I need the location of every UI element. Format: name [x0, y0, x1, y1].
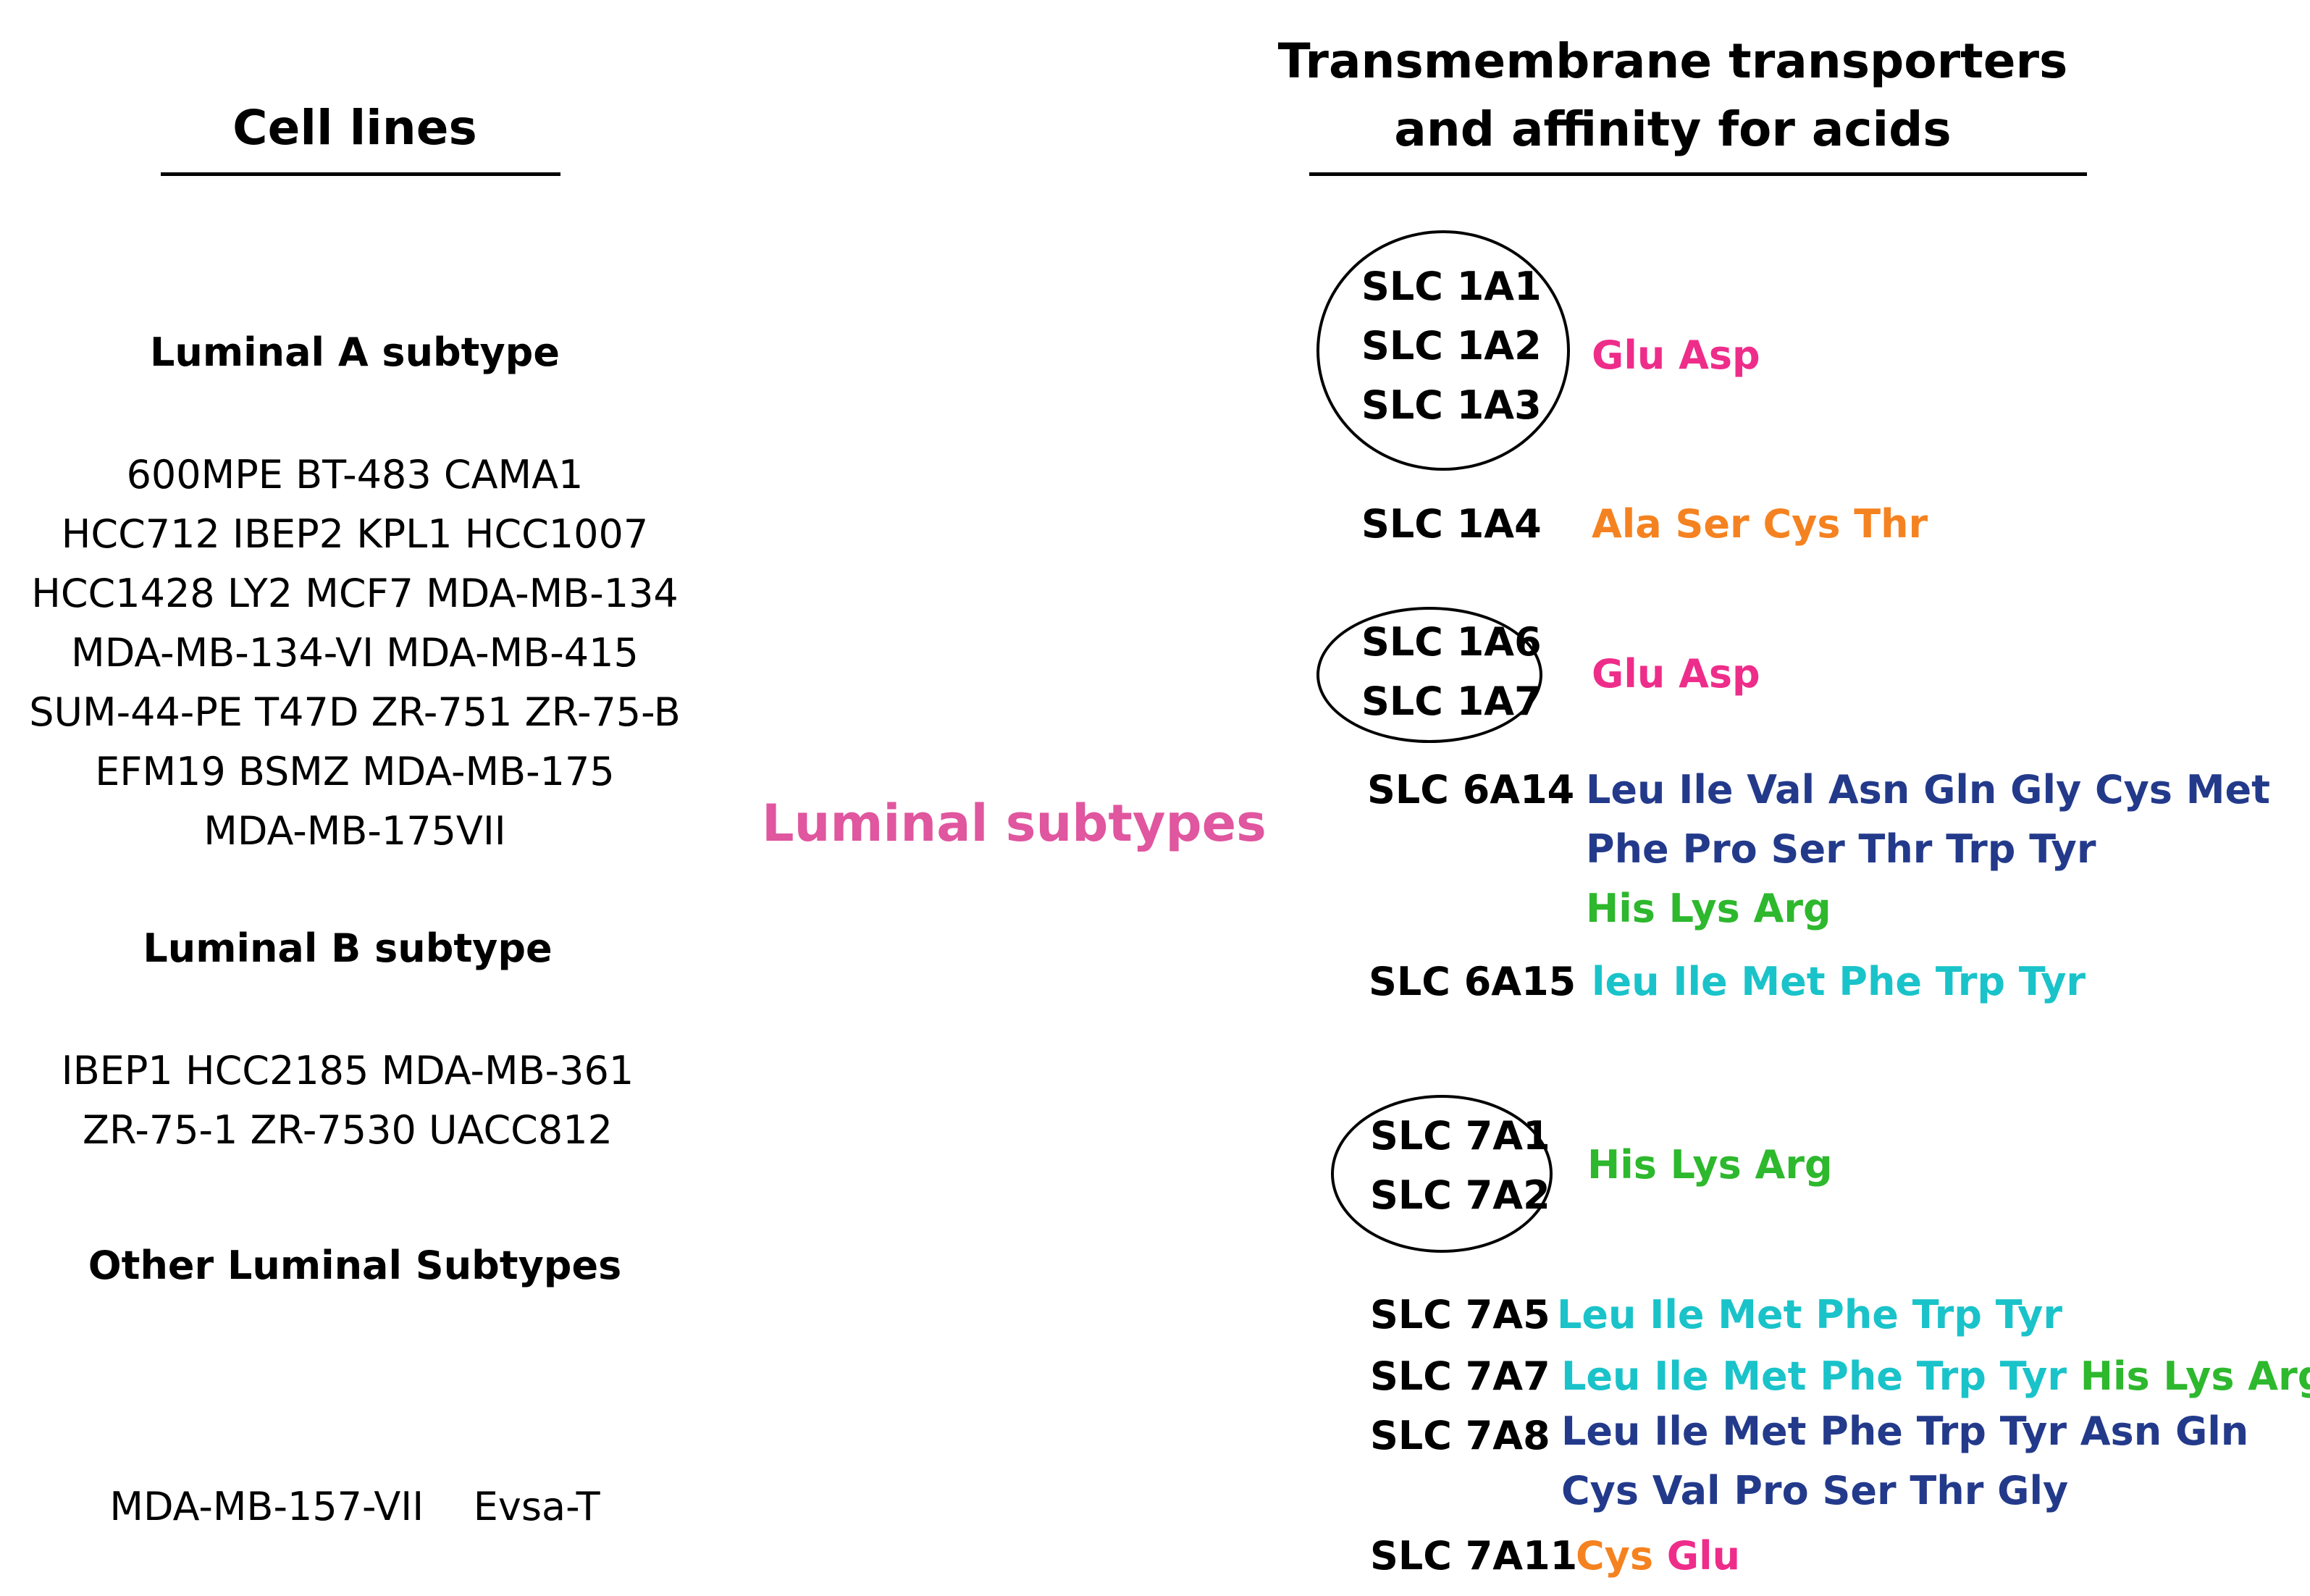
- transporter-name: SLC 7A11: [1370, 1533, 1578, 1579]
- cell-line-row: IBEP1 HCC2185 MDA-MB-361: [61, 1048, 634, 1093]
- amino-acid-affinity-row: Glu Asp: [1592, 326, 1760, 385]
- transporter-group-ellipse: [1331, 1095, 1553, 1253]
- amino-acid-group: leu Ile Met Phe Trp Tyr: [1592, 959, 2086, 1004]
- other-luminal-title: Other Luminal Subtypes: [88, 1243, 622, 1288]
- luminal-a-title: Luminal A subtype: [150, 329, 560, 375]
- transporter-name: SLC 7A2: [1370, 1172, 1550, 1218]
- transporter-group-ellipse: [1316, 230, 1570, 471]
- cell-line-row: 600MPE BT-483 CAMA1: [126, 452, 584, 497]
- luminal-b-title: Luminal B subtype: [143, 925, 553, 971]
- luminal-a-cell-lines: 600MPE BT-483 CAMA1 HCC712 IBEP2 KPL1 HC…: [0, 445, 710, 861]
- cell-line-row: MDA-MB-157-VII Evsa-T: [109, 1484, 600, 1529]
- amino-acid-group: Phe Pro Ser Thr Trp Tyr: [1586, 826, 2096, 872]
- amino-acid-group: Cys: [1576, 1533, 1667, 1579]
- amino-acid-group: Glu Asp: [1592, 651, 1760, 697]
- cell-line-row: EFM19 BSMZ MDA-MB-175: [95, 749, 615, 794]
- transporters-underline: [1309, 172, 2087, 176]
- amino-acid-affinity-row: Leu Ile Val Asn Gln Gly Cys Met: [1586, 760, 2270, 820]
- other-luminal-cell-lines: MDA-MB-157-VII Evsa-T: [0, 1358, 710, 1596]
- amino-acid-group: Cys Val Pro Ser Thr Gly: [1561, 1468, 2069, 1513]
- amino-acid-group: His Lys Arg: [1586, 886, 1831, 931]
- cell-line-row: HCC712 IBEP2 KPL1 HCC1007: [61, 511, 649, 557]
- transporter-name: SLC 1A7: [1361, 679, 1542, 724]
- transporter-name: SLC 1A4: [1361, 501, 1542, 547]
- amino-acid-affinity-row: Cys Val Pro Ser Thr Gly: [1561, 1461, 2068, 1521]
- amino-acid-affinity-row: Leu Ile Met Phe Trp Tyr Asn Gln: [1561, 1402, 2248, 1461]
- amino-acid-group: Leu Ile Met Phe Trp Tyr: [1557, 1292, 2062, 1337]
- luminal-subtypes-label: Luminal subtypes: [762, 794, 1267, 853]
- cell-line-row: HCC1428 LY2 MCF7 MDA-MB-134: [31, 571, 679, 616]
- amino-acid-affinity-row: Leu Ile Met Phe Trp Tyr: [1557, 1285, 2062, 1345]
- transporters-header: Transmembrane transporters and affinity …: [1274, 28, 2071, 164]
- amino-acid-affinity-row: Ala Ser Cys Thr: [1592, 495, 1928, 554]
- amino-acid-group: His Lys Arg: [2080, 1353, 2310, 1399]
- transporters-header-line-2: and affinity for acids: [1394, 101, 1952, 157]
- amino-acid-group: Leu Ile Met Phe Trp Tyr: [1561, 1353, 2080, 1399]
- amino-acid-group: Ala Ser Cys Thr: [1592, 501, 1928, 547]
- cell-line-row: SUM-44-PE T47D ZR-751 ZR-75-B: [29, 689, 681, 735]
- amino-acid-group: His Lys Arg: [1587, 1142, 1833, 1188]
- transporter-name: SLC 7A1: [1370, 1113, 1550, 1159]
- cell-lines-header: Cell lines: [232, 100, 477, 156]
- transporter-name: SLC 7A5: [1370, 1292, 1550, 1337]
- transporters-header-line-1: Transmembrane transporters: [1277, 33, 2068, 89]
- transporter-name: SLC 7A8: [1370, 1413, 1550, 1458]
- cell-lines-underline: [161, 172, 560, 176]
- amino-acid-affinity-row: Cys Glu: [1576, 1526, 1740, 1586]
- transporter-name: SLC 1A1: [1361, 264, 1542, 309]
- transporter-name: SLC 6A15: [1369, 959, 1576, 1004]
- transporter-group-ellipse: [1316, 607, 1542, 743]
- transporter-name: SLC 1A2: [1361, 323, 1542, 369]
- amino-acid-group: Leu Ile Val Asn Gln Gly Cys Met: [1586, 767, 2270, 812]
- amino-acid-affinity-row: leu Ile Met Phe Trp Tyr: [1592, 952, 2086, 1012]
- transporter-name: SLC 1A6: [1361, 619, 1542, 665]
- amino-acid-affinity-row: His Lys Arg: [1587, 1135, 1833, 1195]
- cell-line-row: ZR-75-1 ZR-7530 UACC812: [83, 1107, 613, 1153]
- cell-line-row: MDA-MB-134-VI MDA-MB-415: [71, 630, 639, 676]
- amino-acid-group: Glu Asp: [1592, 332, 1760, 378]
- luminal-b-cell-lines: IBEP1 HCC2185 MDA-MB-361 ZR-75-1 ZR-7530…: [0, 1041, 695, 1160]
- amino-acid-affinity-row: His Lys Arg: [1586, 879, 1831, 938]
- amino-acid-group: Leu Ile Met Phe Trp Tyr Asn Gln: [1561, 1408, 2249, 1454]
- amino-acid-affinity-row: Phe Pro Ser Thr Trp Tyr: [1586, 820, 2096, 879]
- amino-acid-affinity-row: Leu Ile Met Phe Trp Tyr His Lys Arg: [1561, 1347, 2310, 1406]
- transporter-name: SLC 6A14: [1367, 767, 1575, 812]
- cell-line-row: MDA-MB-175VII: [203, 808, 506, 854]
- amino-acid-affinity-row: Glu Asp: [1592, 644, 1760, 704]
- amino-acid-group: Glu: [1666, 1533, 1741, 1579]
- transporter-name: SLC 7A7: [1370, 1353, 1550, 1399]
- transporter-name: SLC 1A3: [1361, 382, 1542, 428]
